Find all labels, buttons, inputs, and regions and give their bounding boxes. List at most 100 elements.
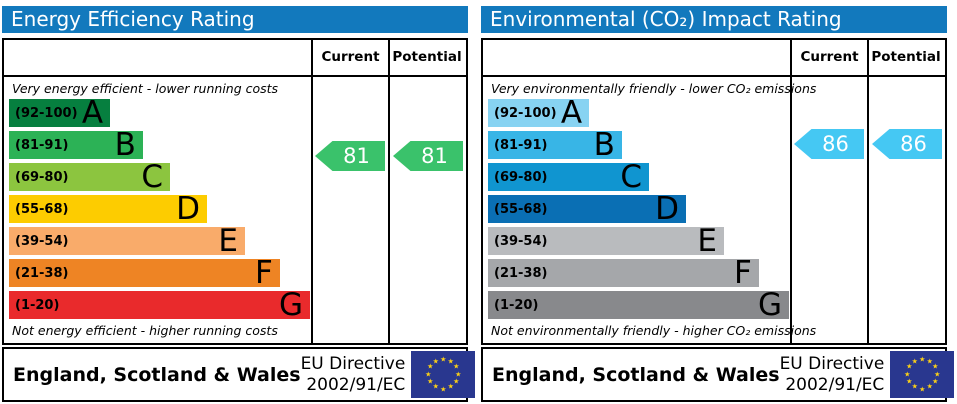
band-letter: A: [560, 95, 583, 131]
current-column-header: Current: [800, 49, 859, 65]
energy-rating-table: Current Potential Very energy efficient …: [2, 38, 468, 345]
eu-directive-line1: EU Directive: [300, 354, 406, 375]
current-rating-arrow: 81: [315, 141, 385, 171]
energy-efficiency-panel: Energy Efficiency Rating Current Potenti…: [2, 6, 476, 402]
band-row-B: (81-91) B: [488, 127, 789, 163]
star-icon: ★: [447, 357, 454, 365]
band-bar-E: (39-54) E: [488, 223, 724, 259]
current-rating-arrow: 86: [794, 129, 864, 159]
potential-rating-arrow: 86: [872, 129, 942, 159]
footer-region-label: England, Scotland & Wales: [13, 363, 301, 386]
band-letter: A: [81, 95, 104, 131]
band-letter: F: [255, 255, 273, 291]
band-range-label: (1-20): [15, 297, 60, 313]
current-column-header: Current: [321, 49, 380, 65]
star-icon: ★: [453, 362, 460, 371]
star-icon: ★: [432, 357, 439, 365]
band-bar-E: (39-54) E: [9, 223, 245, 259]
eu-directive-line1: EU Directive: [779, 354, 885, 375]
star-icon: ★: [926, 357, 933, 365]
band-bar-D: (55-68) D: [9, 191, 208, 227]
band-range-label: (69-80): [494, 169, 548, 185]
band-range-label: (21-38): [494, 265, 548, 281]
band-letter: B: [114, 127, 136, 163]
band-row-E: (39-54) E: [9, 223, 310, 259]
potential-rating-value: 81: [421, 144, 448, 168]
band-range-label: (39-54): [494, 233, 548, 249]
co2-rating-table: Current Potential Very environmentally f…: [481, 38, 947, 345]
star-icon: ★: [427, 377, 434, 386]
rating-bands: (92-100) A (81-91) B (69-80) C (55-68) D (39-54)…: [9, 95, 310, 323]
current-rating-value: 86: [822, 132, 849, 156]
band-row-G: (1-20) G: [488, 287, 789, 323]
star-icon: ★: [906, 362, 913, 371]
band-letter: G: [757, 287, 782, 323]
band-bar-F: (21-38) F: [488, 255, 759, 291]
band-bar-A: (92-100) A: [9, 95, 111, 131]
band-bar-A: (92-100) A: [488, 95, 590, 131]
band-range-label: (69-80): [15, 169, 69, 185]
band-range-label: (55-68): [15, 201, 69, 217]
band-letter: E: [697, 223, 717, 259]
potential-rating-value: 86: [900, 132, 927, 156]
band-row-C: (69-80) C: [9, 159, 310, 195]
star-icon: ★: [455, 370, 462, 378]
band-letter: B: [593, 127, 615, 163]
footer-region-label: England, Scotland & Wales: [492, 363, 780, 386]
bottom-note: Not energy efficient - higher running co…: [12, 323, 278, 338]
potential-rating-arrow: 81: [393, 141, 463, 171]
band-bar-C: (69-80) C: [488, 159, 650, 195]
header-underline: [4, 75, 466, 77]
top-note: Very environmentally friendly - lower CO…: [491, 81, 817, 96]
star-icon: ★: [453, 377, 460, 386]
band-range-label: (39-54): [15, 233, 69, 249]
band-letter: E: [218, 223, 238, 259]
band-row-B: (81-91) B: [9, 127, 310, 163]
column-divider: [388, 40, 390, 343]
band-letter: F: [734, 255, 752, 291]
eu-directive-line2: 2002/91/EC: [785, 374, 885, 395]
band-range-label: (81-91): [494, 137, 548, 153]
band-bar-G: (1-20) G: [9, 290, 310, 321]
band-letter: C: [620, 159, 643, 195]
panel-footer: England, Scotland & Wales EU Directive 2…: [481, 347, 955, 402]
potential-column-header: Potential: [392, 49, 462, 65]
column-divider: [790, 40, 792, 343]
star-icon: ★: [906, 377, 913, 386]
band-letter: C: [141, 159, 164, 195]
eu-directive-line2: 2002/91/EC: [306, 374, 406, 395]
band-row-D: (55-68) D: [9, 191, 310, 227]
star-icon: ★: [911, 382, 918, 391]
band-row-F: (21-38) F: [488, 255, 789, 291]
column-divider: [311, 40, 313, 343]
star-icon: ★: [440, 385, 447, 393]
band-row-C: (69-80) C: [488, 159, 789, 195]
eu-flag-icon: ★ ★ ★ ★ ★ ★ ★ ★ ★ ★ ★ ★: [890, 351, 955, 398]
panel-title: Energy Efficiency Rating: [2, 6, 468, 33]
band-row-E: (39-54) E: [488, 223, 789, 259]
star-icon: ★: [447, 382, 454, 391]
panel-title: Environmental (CO₂) Impact Rating: [481, 6, 947, 33]
rating-bands: (92-100) A (81-91) B (69-80) C (55-68) D (39-54)…: [488, 95, 789, 323]
band-range-label: (92-100): [494, 105, 557, 121]
band-row-G: (1-20) G: [9, 290, 310, 321]
header-underline: [483, 75, 945, 77]
eu-flag-icon: ★ ★ ★ ★ ★ ★ ★ ★ ★ ★ ★ ★: [411, 351, 476, 398]
star-icon: ★: [926, 382, 933, 391]
band-letter: D: [176, 191, 201, 227]
current-rating-value: 81: [343, 144, 370, 168]
band-bar-B: (81-91) B: [488, 127, 622, 163]
star-icon: ★: [919, 385, 926, 393]
star-icon: ★: [427, 362, 434, 371]
band-bar-D: (55-68) D: [488, 194, 687, 225]
band-bar-B: (81-91) B: [9, 127, 143, 163]
star-icon: ★: [911, 357, 918, 365]
band-range-label: (92-100): [15, 105, 78, 121]
star-icon: ★: [932, 377, 939, 386]
band-range-label: (55-68): [494, 201, 548, 217]
column-divider: [867, 40, 869, 343]
top-note: Very energy efficient - lower running co…: [12, 81, 279, 96]
star-icon: ★: [425, 370, 432, 378]
band-row-F: (21-38) F: [9, 255, 310, 291]
band-row-D: (55-68) D: [488, 194, 789, 225]
